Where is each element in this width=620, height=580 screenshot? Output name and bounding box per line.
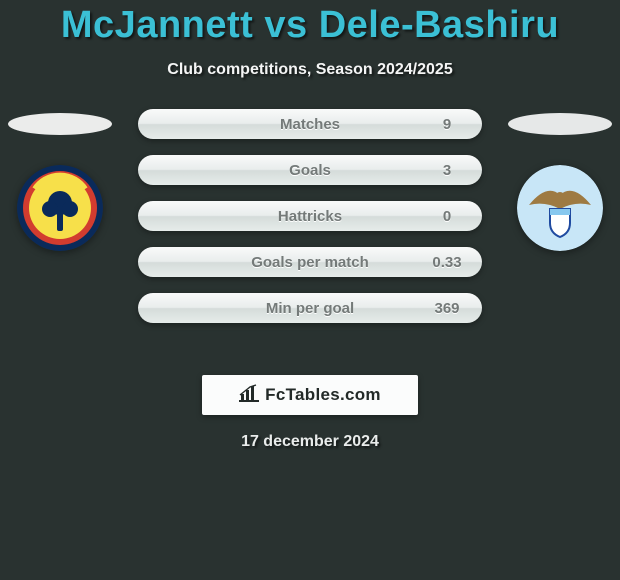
stat-value-right: 9 [412, 116, 482, 133]
brand-text: FcTables.com [265, 385, 381, 405]
stat-row: Goals per match0.33 [138, 247, 482, 277]
stat-value-right: 369 [412, 300, 482, 317]
player-left-column [0, 101, 120, 251]
stat-row: Hattricks0 [138, 201, 482, 231]
ss-lazio-crest [517, 165, 603, 251]
us-lecce-crest [17, 165, 103, 251]
comparison-subtitle: Club competitions, Season 2024/2025 [0, 61, 620, 79]
snapshot-date: 17 december 2024 [0, 433, 620, 451]
player-right-column [500, 101, 620, 251]
stat-row: Goals3 [138, 155, 482, 185]
stat-value-right: 3 [412, 162, 482, 179]
comparison-stage: Matches9 Goals3 Hattricks0 Goals per match0… [0, 101, 620, 361]
stat-row: Matches9 [138, 109, 482, 139]
stat-value-right: 0 [412, 208, 482, 225]
stat-row: Min per goal369 [138, 293, 482, 323]
stat-rows: Matches9 Goals3 Hattricks0 Goals per match0… [138, 109, 482, 339]
player-left-shadow-ellipse [8, 113, 112, 135]
stat-value-right: 0.33 [412, 254, 482, 271]
player-right-shadow-ellipse [508, 113, 612, 135]
chart-icon [239, 384, 259, 407]
comparison-title: McJannett vs Dele-Bashiru [0, 0, 620, 47]
brand-box[interactable]: FcTables.com [202, 375, 418, 415]
